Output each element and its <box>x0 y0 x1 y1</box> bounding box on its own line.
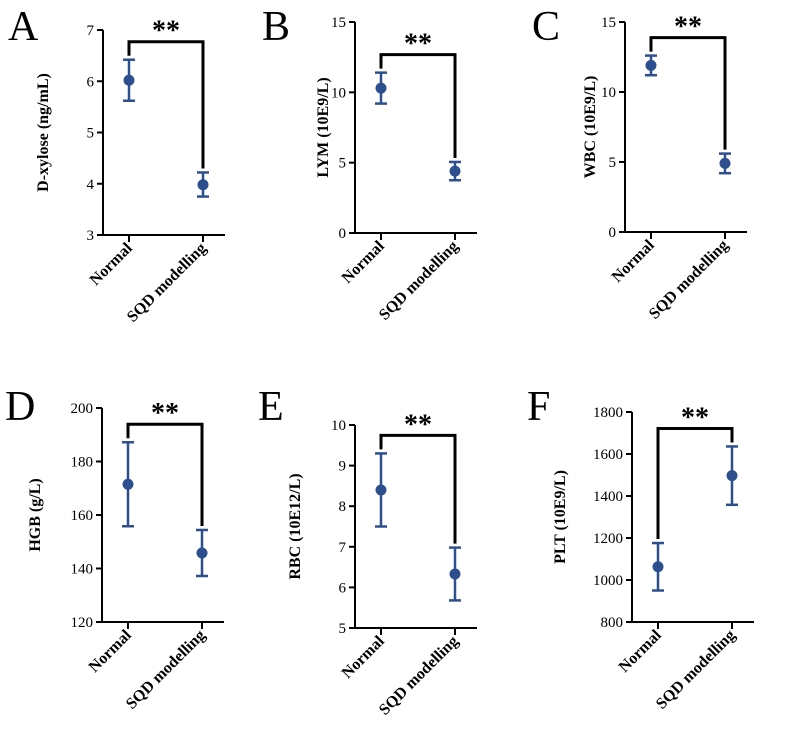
significance-bracket <box>126 422 204 526</box>
data-point <box>375 484 387 496</box>
panel-letter: B <box>262 4 290 50</box>
data-point <box>122 478 134 490</box>
panel-letter: F <box>527 384 550 430</box>
category-label: SQD modelling <box>124 240 210 326</box>
y-tick-label: 15 <box>331 15 346 31</box>
y-axis-title: D-xylose (ng/mL) <box>35 73 52 192</box>
y-tick-label: 6 <box>339 580 347 596</box>
data-point <box>196 547 208 559</box>
data-point <box>375 82 387 94</box>
y-tick-label: 0 <box>339 226 347 242</box>
y-tick-label: 3 <box>87 228 95 244</box>
significance-bracket <box>649 36 727 150</box>
y-axis-title: WBC (10E9/L) <box>582 76 599 179</box>
y-tick-label: 5 <box>339 621 347 637</box>
data-point <box>645 59 657 71</box>
y-axis-title: PLT (10E9/L) <box>552 470 569 564</box>
panel-f: F 800 1000 1200 1400 1600 1800 PLT (10E9/L) Norm… <box>527 384 754 713</box>
significance-bracket <box>379 53 457 158</box>
y-tick-label: 800 <box>601 615 624 631</box>
significance-label: ** <box>674 12 702 43</box>
significance-bracket <box>656 426 734 540</box>
category-label: SQD modelling <box>646 237 732 323</box>
significance-bracket <box>379 433 457 544</box>
category-label: Normal <box>609 236 658 285</box>
y-axis-title: RBC (10E12/L) <box>287 473 304 579</box>
y-tick-label: 1200 <box>593 531 623 547</box>
y-tick-label: 9 <box>339 459 347 475</box>
y-tick-label: 10 <box>601 85 616 101</box>
category-label: SQD modelling <box>376 238 462 324</box>
category-label: Normal <box>87 239 136 288</box>
data-point <box>719 157 731 169</box>
significance-label: ** <box>151 398 179 429</box>
y-axis-title: LYM (10E9/L) <box>315 77 332 177</box>
significance-label: ** <box>404 409 432 440</box>
y-tick-label: 5 <box>609 155 617 171</box>
y-tick-label: 200 <box>71 401 94 417</box>
data-point <box>197 179 209 191</box>
y-tick-label: 120 <box>71 615 94 631</box>
y-tick-label: 1400 <box>593 489 623 505</box>
y-tick-label: 1800 <box>593 405 623 421</box>
y-tick-label: 1600 <box>593 447 623 463</box>
category-label: Normal <box>86 626 135 675</box>
y-tick-label: 180 <box>71 455 94 471</box>
y-tick-label: 15 <box>601 15 616 31</box>
y-tick-label: 8 <box>339 499 347 515</box>
data-point <box>123 74 135 86</box>
y-tick-label: 7 <box>87 23 95 39</box>
significance-label: ** <box>152 16 180 47</box>
data-point <box>449 165 461 177</box>
category-label: Normal <box>616 626 665 675</box>
panel-letter: C <box>532 4 560 50</box>
y-tick-label: 4 <box>87 177 95 193</box>
y-tick-label: 6 <box>87 74 95 90</box>
data-point <box>652 561 664 573</box>
y-tick-label: 1000 <box>593 573 623 589</box>
category-label: SQD modelling <box>653 627 739 713</box>
panel-letter: A <box>8 4 39 50</box>
y-tick-label: 140 <box>71 562 94 578</box>
panel-letter: E <box>258 384 284 430</box>
y-tick-label: 160 <box>71 508 94 524</box>
y-tick-label: 7 <box>339 540 347 556</box>
data-point <box>726 470 738 482</box>
y-axis-title: HGB (g/L) <box>27 478 44 551</box>
panel-letter: D <box>5 384 35 430</box>
category-label: SQD modelling <box>123 627 209 713</box>
category-label: SQD modelling <box>376 633 462 719</box>
category-label: Normal <box>339 237 388 286</box>
y-tick-label: 10 <box>331 85 346 101</box>
category-label: Normal <box>339 632 388 681</box>
y-tick-label: 5 <box>339 156 347 172</box>
data-point <box>449 568 461 580</box>
y-tick-label: 10 <box>331 418 346 434</box>
significance-label: ** <box>681 402 709 433</box>
y-tick-label: 5 <box>87 126 95 142</box>
significance-label: ** <box>404 29 432 60</box>
y-tick-label: 0 <box>609 225 617 241</box>
significance-bracket <box>127 40 205 169</box>
